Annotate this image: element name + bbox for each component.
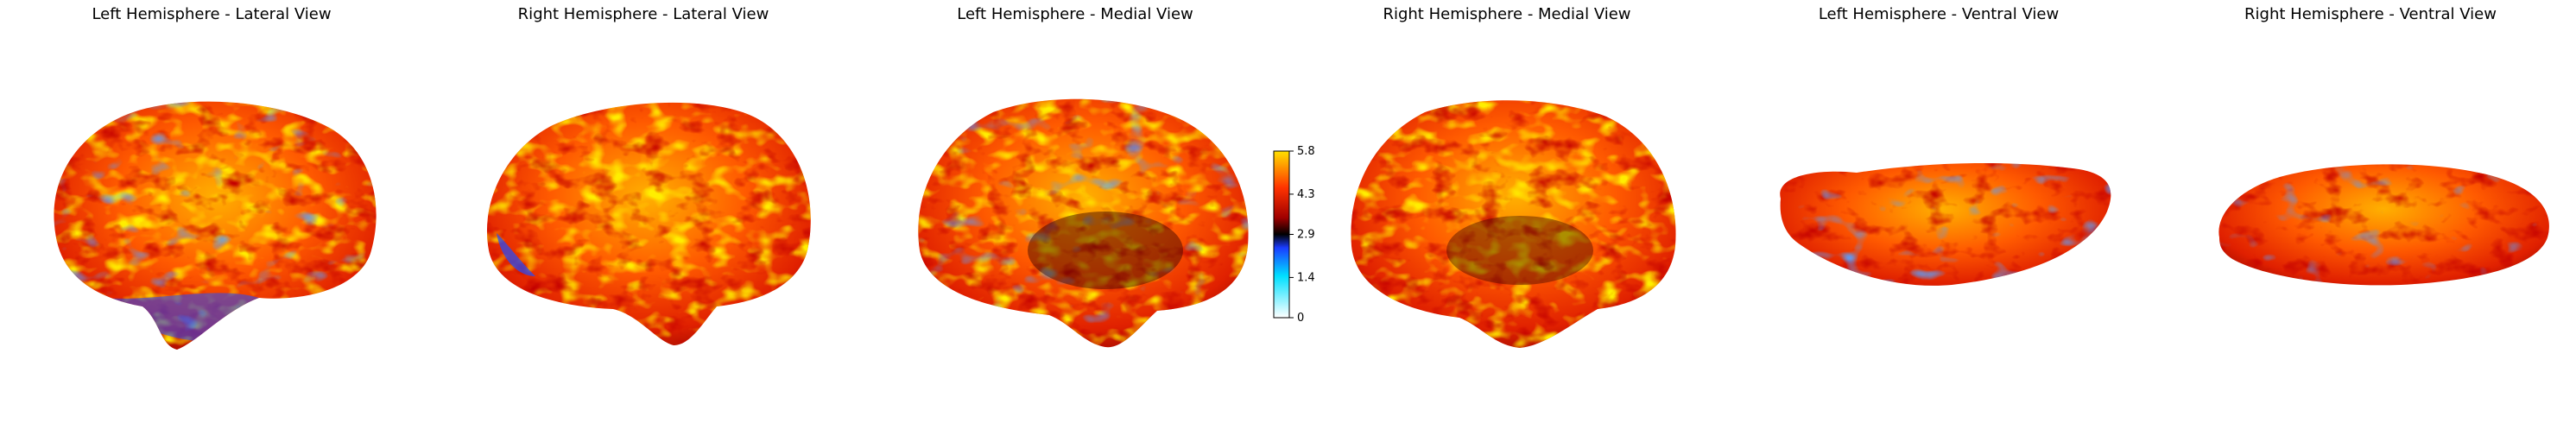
colorbar-tick-label: 2.9	[1297, 229, 1315, 242]
brain-left-ventral	[1780, 162, 2111, 286]
colorbar-tick-label: 5.8	[1297, 145, 1315, 158]
colorbar: 5.8 4.3 2.9 1.4 0	[1273, 145, 1315, 325]
panel-title-left-ventral: Left Hemisphere - Ventral View	[1818, 5, 2060, 23]
brain-right-ventral	[2218, 164, 2549, 286]
colorbar-tick-label: 1.4	[1297, 271, 1315, 284]
colorbar-ticks: 5.8 4.3 2.9 1.4 0	[1289, 145, 1315, 325]
brain-left-lateral	[54, 101, 377, 350]
panel-title-left-lateral: Left Hemisphere - Lateral View	[92, 5, 332, 23]
brain-left-medial	[918, 98, 1249, 348]
brain-right-lateral	[486, 102, 811, 345]
panel-title-right-medial: Right Hemisphere - Medial View	[1383, 5, 1631, 23]
panel-title-left-medial: Left Hemisphere - Medial View	[957, 5, 1193, 23]
colorbar-tick-label: 4.3	[1297, 188, 1315, 201]
brain-right-medial	[1351, 100, 1676, 348]
panel-title-right-ventral: Right Hemisphere - Ventral View	[2244, 5, 2497, 23]
panel-title-right-lateral: Right Hemisphere - Lateral View	[517, 5, 769, 23]
colorbar-tick-label: 0	[1297, 312, 1304, 325]
colorbar-gradient	[1273, 150, 1290, 319]
